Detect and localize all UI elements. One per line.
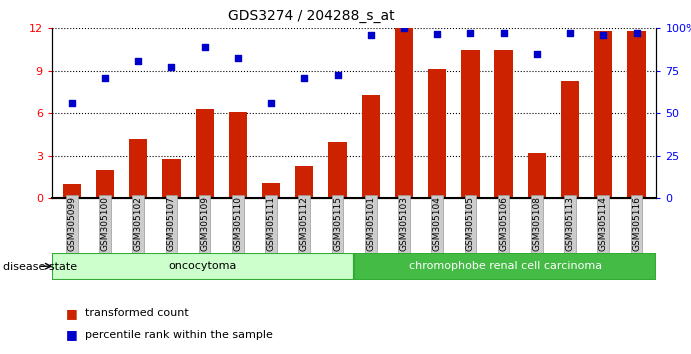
Text: GSM305103: GSM305103 — [399, 196, 408, 251]
Bar — [63, 184, 81, 198]
Point — [565, 30, 576, 35]
Point — [232, 55, 243, 61]
Text: disease state: disease state — [3, 262, 77, 272]
Bar — [196, 109, 214, 198]
Point — [66, 101, 77, 106]
Text: oncocytoma: oncocytoma — [169, 261, 237, 272]
Text: GSM305100: GSM305100 — [100, 196, 109, 251]
Bar — [561, 81, 579, 198]
Text: GSM305115: GSM305115 — [333, 196, 342, 251]
Point — [332, 72, 343, 78]
Bar — [528, 153, 546, 198]
Text: chromophobe renal cell carcinoma: chromophobe renal cell carcinoma — [409, 261, 602, 272]
Text: GSM305113: GSM305113 — [565, 196, 575, 251]
Text: GSM305108: GSM305108 — [532, 196, 541, 251]
Bar — [627, 31, 645, 198]
Bar — [462, 50, 480, 198]
Text: GSM305112: GSM305112 — [300, 196, 309, 251]
Bar — [594, 31, 612, 198]
Point — [100, 75, 111, 81]
Bar — [262, 183, 281, 198]
Point — [598, 33, 609, 38]
Point — [432, 31, 443, 37]
Text: GSM305104: GSM305104 — [433, 196, 442, 251]
Text: transformed count: transformed count — [85, 308, 189, 318]
Point — [299, 75, 310, 81]
Point — [133, 58, 144, 64]
Bar — [328, 142, 347, 198]
Point — [199, 44, 210, 50]
Bar — [129, 139, 147, 198]
Bar — [354, 253, 656, 280]
Point — [465, 30, 476, 35]
Text: ■: ■ — [66, 328, 77, 341]
Bar — [295, 166, 314, 198]
Bar — [96, 170, 114, 198]
Text: GSM305116: GSM305116 — [632, 196, 641, 251]
Text: GSM305102: GSM305102 — [133, 196, 143, 251]
Bar — [428, 69, 446, 198]
Point — [265, 101, 276, 106]
Text: GSM305109: GSM305109 — [200, 196, 209, 251]
Bar — [361, 95, 380, 198]
Text: GSM305106: GSM305106 — [499, 196, 508, 251]
Bar — [395, 28, 413, 198]
Text: GSM305111: GSM305111 — [267, 196, 276, 251]
Text: GSM305101: GSM305101 — [366, 196, 375, 251]
Text: GSM305114: GSM305114 — [599, 196, 608, 251]
Text: GSM305099: GSM305099 — [67, 196, 76, 251]
Bar — [495, 50, 513, 198]
Text: GSM305110: GSM305110 — [234, 196, 243, 251]
Text: percentile rank within the sample: percentile rank within the sample — [85, 330, 273, 339]
Bar — [52, 253, 354, 280]
Point — [399, 25, 410, 31]
Point — [166, 64, 177, 69]
Point — [366, 33, 377, 38]
Point — [531, 51, 542, 57]
Bar — [162, 159, 180, 198]
Text: GSM305105: GSM305105 — [466, 196, 475, 251]
Point — [498, 30, 509, 35]
Text: GDS3274 / 204288_s_at: GDS3274 / 204288_s_at — [227, 9, 395, 23]
Text: ■: ■ — [66, 307, 77, 320]
Point — [631, 30, 642, 35]
Text: GSM305107: GSM305107 — [167, 196, 176, 251]
Bar — [229, 112, 247, 198]
